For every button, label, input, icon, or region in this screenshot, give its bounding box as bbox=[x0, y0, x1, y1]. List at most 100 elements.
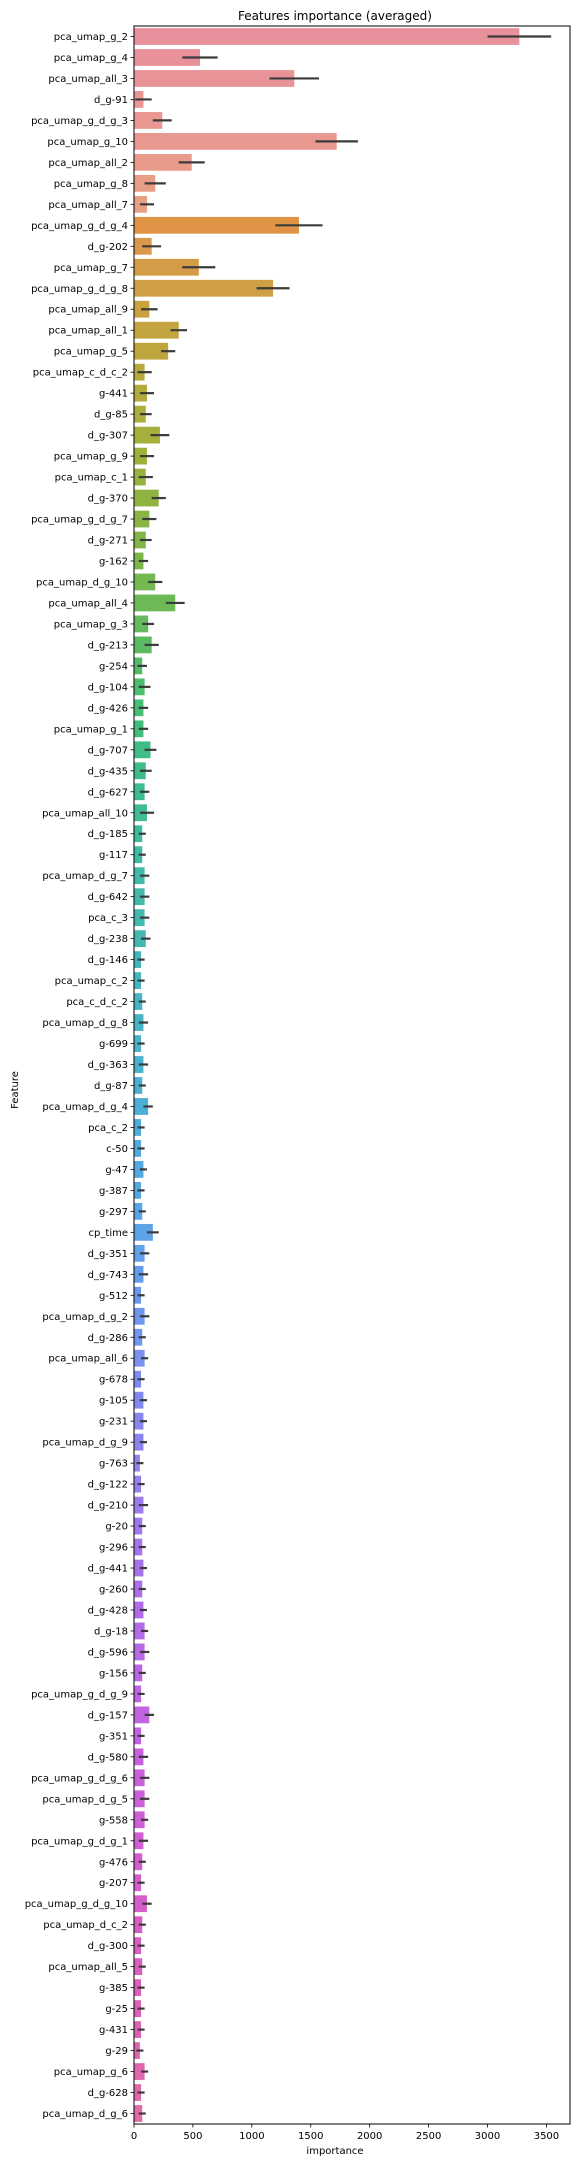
y-tick-label: d_g-363 bbox=[88, 1060, 128, 1071]
y-tick-label: pca_c_2 bbox=[88, 1123, 128, 1134]
bar-pca_umap_d_g_7 bbox=[134, 867, 145, 885]
bar-cp_time bbox=[134, 1223, 153, 1241]
bar-pca_umap_g_d_g_7 bbox=[134, 510, 150, 528]
y-tick-label: g-387 bbox=[99, 1186, 128, 1197]
bar-pca_umap_g_d_g_9 bbox=[134, 1685, 142, 1703]
y-tick-label: d_g-91 bbox=[94, 95, 128, 106]
bar-pca_umap_d_g_10 bbox=[134, 573, 156, 591]
bar-g-117 bbox=[134, 846, 143, 864]
bar-g-47 bbox=[134, 1161, 144, 1178]
bar-pca_umap_g_d_g_6 bbox=[134, 1769, 145, 1787]
bar-g-385 bbox=[134, 1979, 142, 1997]
y-tick-label: g-20 bbox=[105, 1522, 128, 1533]
x-tick-label: 0 bbox=[131, 2131, 137, 2142]
y-tick-label: pca_umap_g_1 bbox=[54, 724, 128, 735]
y-tick-label: pca_umap_d_g_10 bbox=[36, 577, 128, 588]
y-tick-label: pca_umap_all_9 bbox=[48, 305, 128, 316]
bar-g-207 bbox=[134, 1874, 142, 1892]
y-tick-label: d_g-707 bbox=[88, 745, 128, 756]
y-tick-label: d_g-104 bbox=[88, 682, 128, 693]
y-tick-label: d_g-18 bbox=[94, 1626, 128, 1637]
y-tick-label: pca_umap_g_d_g_8 bbox=[31, 284, 128, 295]
bar-d_g-213 bbox=[134, 636, 152, 654]
error-bars-group bbox=[135, 35, 552, 2115]
bar-g-297 bbox=[134, 1202, 143, 1220]
y-tick-label: pca_umap_c_2 bbox=[55, 976, 128, 987]
bar-d_g-286 bbox=[134, 1328, 143, 1346]
y-tick-label: g-699 bbox=[99, 1039, 128, 1050]
y-tick-label: d_g-628 bbox=[88, 2088, 128, 2099]
y-tick-label: g-296 bbox=[99, 1543, 128, 1554]
bar-pca_umap_g_2 bbox=[134, 28, 520, 45]
y-tick-label: pca_umap_d_g_9 bbox=[42, 1438, 128, 1449]
bar-pca_c_3 bbox=[134, 909, 145, 927]
bars-group bbox=[134, 28, 520, 2122]
y-tick-label: g-351 bbox=[99, 1731, 128, 1742]
y-tick-label: pca_umap_g_d_g_9 bbox=[31, 1689, 128, 1700]
plot-frame bbox=[133, 25, 571, 2125]
y-tick-label: pca_umap_all_10 bbox=[42, 808, 128, 819]
y-tick-labels: pca_umap_g_2 pca_umap_g_4 pca_umap_all_3 d_… bbox=[25, 32, 134, 2120]
y-tick-label: pca_c_d_c_2 bbox=[66, 997, 128, 1008]
y-tick-label: pca_umap_g_2 bbox=[54, 32, 128, 43]
x-tick-label: 3000 bbox=[475, 2131, 500, 2142]
bar-pca_umap_g_d_g_3 bbox=[134, 112, 163, 129]
bar-d_g-628 bbox=[134, 2084, 142, 2101]
bar-pca_umap_g_7 bbox=[134, 258, 199, 276]
bar-d_g-307 bbox=[134, 426, 160, 444]
bar-pca_umap_all_1 bbox=[134, 321, 179, 339]
y-tick-label: pca_umap_g_3 bbox=[54, 619, 128, 630]
y-tick-label: pca_umap_g_5 bbox=[54, 347, 128, 358]
bar-pca_c_2 bbox=[134, 1119, 142, 1136]
bar-pca_umap_all_6 bbox=[134, 1349, 145, 1367]
x-tick-label: 1500 bbox=[298, 2131, 323, 2142]
y-tick-label: d_g-213 bbox=[88, 640, 128, 651]
y-tick-label: pca_umap_all_1 bbox=[48, 326, 128, 337]
y-tick-label: g-260 bbox=[99, 1585, 128, 1596]
y-tick-label: g-156 bbox=[99, 1668, 128, 1679]
y-tick-label: pca_umap_all_5 bbox=[48, 1962, 128, 1973]
y-tick-label: d_g-351 bbox=[88, 1249, 128, 1260]
x-axis-label: importance bbox=[306, 2146, 363, 2157]
x-tick-label: 1000 bbox=[239, 2131, 264, 2142]
bar-g-699 bbox=[134, 1035, 142, 1052]
y-tick-label: g-254 bbox=[99, 661, 128, 672]
x-tick-label: 500 bbox=[183, 2131, 202, 2142]
bar-pca_umap_g_3 bbox=[134, 615, 149, 633]
y-tick-label: g-25 bbox=[105, 2004, 128, 2015]
y-tick-label: d_g-210 bbox=[88, 1501, 128, 1512]
bar-g-260 bbox=[134, 1580, 143, 1598]
bar-g-105 bbox=[134, 1391, 144, 1409]
bar-pca_umap_d_c_2 bbox=[134, 1916, 143, 1934]
bar-pca_umap_g_5 bbox=[134, 342, 169, 360]
y-tick-label: g-207 bbox=[99, 1878, 128, 1889]
y-tick-label: g-763 bbox=[99, 1459, 128, 1470]
y-tick-label: pca_umap_all_4 bbox=[48, 598, 128, 609]
y-tick-label: d_g-627 bbox=[88, 787, 128, 798]
bar-d_g-238 bbox=[134, 930, 146, 948]
bar-d_g-157 bbox=[134, 1706, 150, 1724]
bar-pca_umap_g_4 bbox=[134, 49, 200, 66]
bar-g-476 bbox=[134, 1853, 143, 1871]
bar-d_g-642 bbox=[134, 888, 145, 906]
y-tick-label: d_g-596 bbox=[88, 1647, 128, 1658]
bar-d_g-370 bbox=[134, 489, 159, 507]
y-tick-label: d_g-87 bbox=[94, 1081, 128, 1092]
y-tick-label: g-297 bbox=[99, 1207, 128, 1218]
bar-g-678 bbox=[134, 1370, 142, 1388]
y-tick-label: g-29 bbox=[105, 2046, 128, 2057]
bar-d_g-185 bbox=[134, 825, 143, 843]
bar-pca_umap_d_g_2 bbox=[134, 1307, 145, 1325]
y-tick-label: pca_umap_g_d_g_10 bbox=[25, 1899, 128, 1910]
y-tick-label: pca_umap_all_6 bbox=[48, 1354, 128, 1365]
bar-d_g-18 bbox=[134, 1622, 145, 1640]
y-tick-label: pca_umap_d_g_8 bbox=[42, 1018, 128, 1029]
y-tick-label: g-162 bbox=[99, 556, 128, 567]
y-tick-label: d_g-85 bbox=[94, 410, 128, 421]
bar-c-50 bbox=[134, 1140, 142, 1157]
x-tick-label: 3500 bbox=[534, 2131, 559, 2142]
y-tick-label: pca_umap_g_6 bbox=[54, 2067, 128, 2078]
y-tick-label: g-117 bbox=[99, 850, 128, 861]
y-tick-label: d_g-286 bbox=[88, 1333, 128, 1344]
